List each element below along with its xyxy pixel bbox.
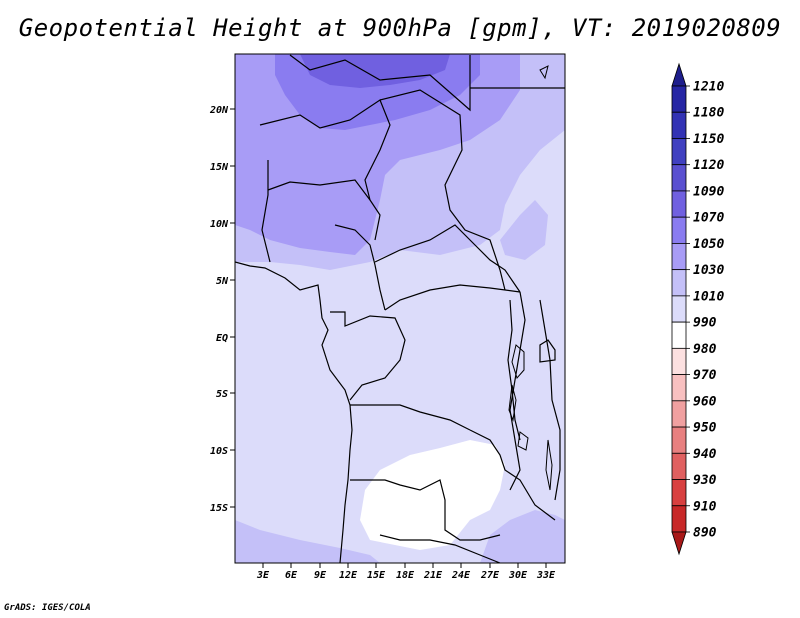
colorbar-label: 1150 bbox=[693, 132, 724, 147]
colorbar-label: 1070 bbox=[693, 211, 724, 226]
map-panel[interactable] bbox=[234, 53, 566, 564]
colorbar-label: 1210 bbox=[693, 80, 724, 95]
field-band-1030-sw bbox=[235, 520, 380, 563]
colorbar-swatch bbox=[671, 347, 687, 375]
lat-axis: 20N 15N 10N 5N EQ 5S 10S 15S bbox=[209, 105, 235, 514]
colorbar-swatch bbox=[671, 321, 687, 349]
lon-tick-label: 27E bbox=[480, 570, 500, 581]
lat-tick-label: 15N bbox=[210, 162, 229, 173]
colorbar-label: 1180 bbox=[693, 106, 724, 121]
colorbar-swatch bbox=[671, 452, 687, 480]
lon-axis: 3E 6E 9E 12E 15E 18E 21E 24E 27E 30E 33E bbox=[256, 563, 556, 581]
grads-credit: GrADS: IGES/COLA bbox=[4, 603, 91, 613]
colorbar-swatch bbox=[671, 164, 687, 192]
colorbar-top-arrow bbox=[671, 62, 687, 87]
colorbar-swatch bbox=[671, 111, 687, 139]
colorbar-swatch bbox=[671, 190, 687, 218]
colorbar-label: 1120 bbox=[693, 158, 724, 173]
lat-tick-label: 10S bbox=[210, 446, 228, 457]
lat-tick-label: 20N bbox=[209, 105, 229, 116]
colorbar-label: 890 bbox=[693, 526, 717, 541]
lat-tick-label: 15S bbox=[210, 503, 228, 514]
field-band-990 bbox=[360, 440, 505, 550]
colorbar-bottom-arrow bbox=[671, 531, 687, 556]
colorbar-label: 1090 bbox=[693, 184, 724, 199]
lon-tick-label: 18E bbox=[396, 570, 415, 581]
colorbar-swatch bbox=[671, 426, 687, 454]
lon-tick-label: 3E bbox=[256, 570, 270, 581]
colorbar-swatch bbox=[671, 216, 687, 244]
lon-tick-label: 21E bbox=[423, 570, 443, 581]
colorbar-swatch bbox=[671, 374, 687, 402]
field-band-1030-east bbox=[500, 200, 548, 260]
lon-tick-label: 30E bbox=[508, 570, 528, 581]
colorbar-swatch bbox=[671, 479, 687, 507]
colorbar-swatch bbox=[671, 295, 687, 323]
colorbar-label: 970 bbox=[693, 368, 717, 383]
lon-tick-label: 12E bbox=[339, 570, 358, 581]
colorbar-swatch bbox=[671, 85, 687, 113]
map-title: Geopotential Height at 900hPa [gpm], VT:… bbox=[18, 14, 782, 42]
height-field bbox=[235, 54, 565, 563]
lat-tick-label: EQ bbox=[216, 333, 228, 344]
colorbar-label: 980 bbox=[693, 342, 717, 357]
lat-tick-label: 5S bbox=[216, 389, 228, 400]
colorbar-label: 1010 bbox=[693, 289, 724, 304]
lon-tick-label: 24E bbox=[451, 570, 471, 581]
colorbar-label: 940 bbox=[693, 447, 717, 462]
lon-tick-label: 33E bbox=[536, 570, 556, 581]
colorbar-label: 1030 bbox=[693, 263, 724, 278]
lat-tick-label: 10N bbox=[210, 219, 229, 230]
colorbar-swatch bbox=[671, 243, 687, 271]
colorbar-swatch bbox=[671, 505, 687, 533]
colorbar-label: 910 bbox=[693, 499, 717, 514]
colorbar-swatch bbox=[671, 138, 687, 166]
field-band-1030-se bbox=[480, 510, 565, 563]
colorbar: 1210 1180 1150 1120 1090 1070 1050 1030 1010 990 9… bbox=[671, 62, 724, 556]
colorbar-swatch bbox=[671, 269, 687, 297]
colorbar-label: 930 bbox=[693, 473, 717, 488]
lon-tick-label: 6E bbox=[285, 570, 298, 581]
lakes bbox=[508, 65, 553, 491]
colorbar-swatch bbox=[671, 400, 687, 428]
colorbar-label: 950 bbox=[693, 421, 717, 436]
colorbar-label: 990 bbox=[693, 316, 717, 331]
map-frame bbox=[234, 53, 566, 564]
colorbar-label: 960 bbox=[693, 394, 717, 409]
colorbar-label: 1050 bbox=[693, 237, 724, 252]
lon-tick-label: 9E bbox=[314, 570, 327, 581]
lon-tick-label: 15E bbox=[367, 570, 386, 581]
lat-tick-label: 5N bbox=[216, 276, 229, 287]
country-borders bbox=[235, 54, 565, 563]
